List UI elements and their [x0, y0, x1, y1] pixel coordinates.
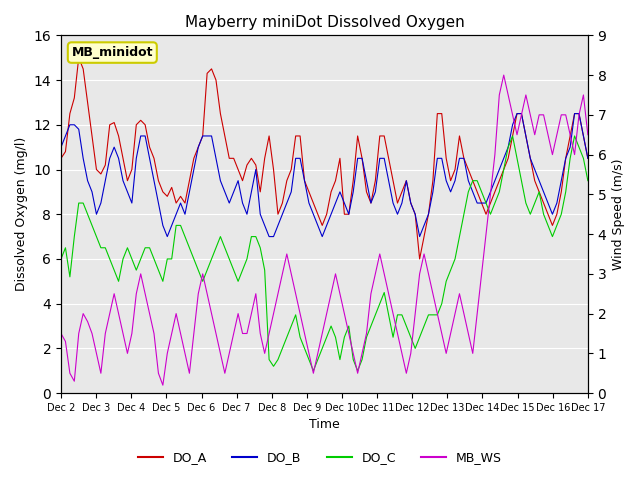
DO_A: [204, 71, 211, 76]
DO_A: [575, 111, 583, 117]
DO_B: [424, 211, 432, 217]
X-axis label: Time: Time: [309, 419, 340, 432]
DO_C: [584, 178, 592, 183]
DO_B: [172, 211, 180, 217]
DO_B: [354, 156, 362, 161]
MB_WS: [204, 291, 211, 297]
DO_C: [57, 256, 65, 262]
MB_WS: [424, 271, 432, 277]
DO_B: [477, 200, 485, 206]
MB_WS: [57, 331, 65, 336]
MB_WS: [575, 112, 583, 118]
Line: MB_WS: MB_WS: [61, 75, 588, 385]
DO_A: [75, 55, 83, 60]
DO_A: [429, 178, 436, 183]
MB_WS: [500, 72, 508, 78]
DO_C: [354, 368, 362, 373]
DO_C: [575, 144, 583, 150]
DO_C: [199, 278, 207, 284]
Line: DO_B: DO_B: [61, 114, 588, 237]
DO_A: [172, 200, 180, 206]
Legend: DO_A, DO_B, DO_C, MB_WS: DO_A, DO_B, DO_C, MB_WS: [133, 446, 507, 469]
DO_B: [204, 133, 211, 139]
DO_A: [354, 133, 362, 139]
Text: MB_minidot: MB_minidot: [72, 46, 153, 59]
DO_A: [57, 156, 65, 161]
DO_B: [163, 234, 171, 240]
DO_A: [416, 256, 424, 262]
Line: DO_C: DO_C: [61, 136, 588, 371]
DO_B: [584, 156, 592, 161]
DO_C: [310, 368, 317, 373]
DO_B: [575, 111, 583, 117]
Y-axis label: Dissolved Oxygen (mg/l): Dissolved Oxygen (mg/l): [15, 137, 28, 291]
MB_WS: [354, 371, 362, 376]
DO_B: [513, 111, 521, 117]
DO_B: [57, 144, 65, 150]
DO_A: [584, 156, 592, 161]
MB_WS: [159, 382, 166, 388]
MB_WS: [584, 132, 592, 138]
Y-axis label: Wind Speed (m/s): Wind Speed (m/s): [612, 158, 625, 270]
DO_A: [482, 211, 490, 217]
MB_WS: [172, 311, 180, 316]
Title: Mayberry miniDot Dissolved Oxygen: Mayberry miniDot Dissolved Oxygen: [184, 15, 464, 30]
MB_WS: [477, 271, 485, 277]
DO_C: [424, 312, 432, 318]
DO_C: [477, 189, 485, 195]
Line: DO_A: DO_A: [61, 58, 588, 259]
DO_C: [168, 256, 175, 262]
DO_C: [509, 133, 516, 139]
